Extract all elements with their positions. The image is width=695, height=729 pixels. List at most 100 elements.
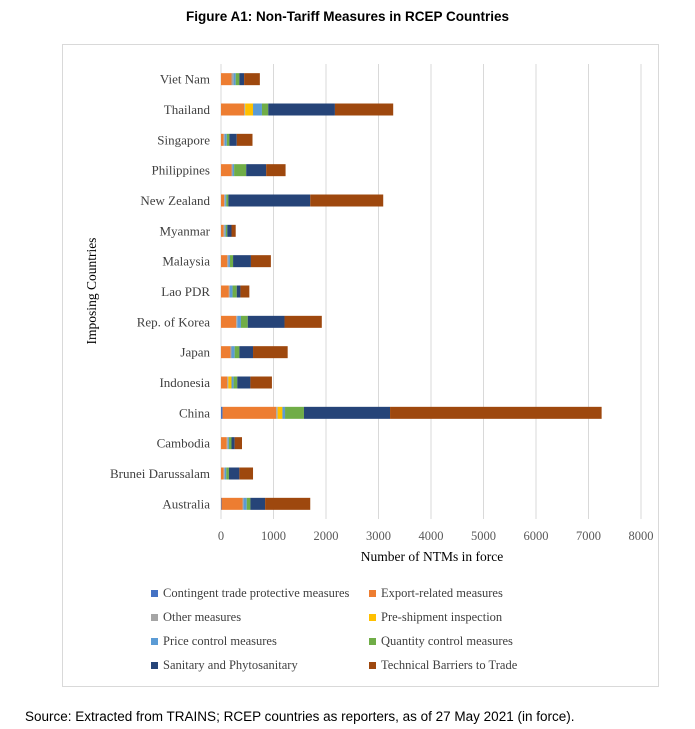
- bar-segment: [228, 437, 232, 450]
- bar-segment: [239, 73, 245, 86]
- legend-label: Technical Barriers to Trade: [381, 658, 518, 672]
- x-tick-label: 2000: [314, 529, 339, 543]
- bar-segment: [224, 194, 226, 207]
- category-label: Philippines: [151, 163, 210, 178]
- legend-swatch: [369, 638, 376, 645]
- bar-segment: [228, 376, 232, 389]
- bar-segment: [232, 285, 237, 298]
- bar-segment: [221, 497, 222, 510]
- x-tick-labels: 0 1000 2000 3000 4000 5000 6000 7000 8000: [218, 529, 654, 543]
- bar-segment: [237, 315, 241, 328]
- category-label: Cambodia: [157, 436, 211, 451]
- bar-segment: [250, 497, 266, 510]
- bar-segment: [277, 406, 283, 419]
- legend-swatch: [151, 638, 158, 645]
- bar-segment: [225, 194, 227, 207]
- bar-segment: [233, 73, 236, 86]
- bar-segment: [228, 467, 240, 480]
- bar-segment: [231, 164, 233, 177]
- bar-segment: [243, 497, 247, 510]
- bar-segment: [226, 467, 229, 480]
- x-tick-label: 5000: [471, 529, 496, 543]
- bar-segment: [221, 315, 237, 328]
- bar-segment: [250, 255, 271, 268]
- bar-segment: [226, 437, 228, 450]
- bar-segment: [221, 194, 225, 207]
- legend-swatch: [369, 590, 376, 597]
- x-tick-label: 1000: [261, 529, 286, 543]
- bar-segment: [231, 224, 236, 237]
- bar-segment: [250, 376, 272, 389]
- bar-segment: [231, 376, 234, 389]
- bar-segment: [221, 103, 245, 116]
- legend-swatch: [151, 614, 158, 621]
- x-tick-label: 6000: [524, 529, 549, 543]
- bar-segment: [244, 103, 246, 116]
- bar-segment: [246, 497, 251, 510]
- bar-segment: [234, 437, 242, 450]
- legend-swatch: [369, 614, 376, 621]
- bar-segment: [221, 224, 224, 237]
- category-label: Japan: [180, 345, 210, 360]
- category-label: China: [179, 405, 210, 420]
- bar-segment: [221, 376, 228, 389]
- legend-item: Technical Barriers to Trade: [369, 658, 517, 673]
- legend-label: Pre-shipment inspection: [381, 610, 503, 624]
- legend-item: Pre-shipment inspection: [369, 610, 502, 625]
- bar-segment: [253, 103, 262, 116]
- bar-segment: [236, 315, 238, 328]
- category-label: Australia: [162, 496, 210, 511]
- x-axis-label: Number of NTMs in force: [361, 549, 503, 564]
- legend-item: Sanitary and Phytosanitary: [151, 658, 298, 673]
- bar-segment: [284, 315, 322, 328]
- bar-segment: [253, 346, 288, 359]
- bar-segment: [225, 224, 228, 237]
- bar-segment: [221, 497, 243, 510]
- bar-segment: [240, 315, 248, 328]
- bar-segment: [222, 406, 277, 419]
- bar-segment: [233, 376, 238, 389]
- bar-segment: [246, 164, 267, 177]
- bar-segment: [227, 376, 229, 389]
- legend-swatch: [369, 662, 376, 669]
- legend-label: Contingent trade protective measures: [163, 586, 350, 600]
- bar-segment: [229, 133, 237, 146]
- bar-segment: [224, 467, 227, 480]
- bar-segment: [226, 133, 230, 146]
- legend-item: Export-related measures: [369, 586, 503, 601]
- bar-segment: [227, 255, 229, 268]
- legend-label: Export-related measures: [381, 586, 503, 600]
- bar-segment: [221, 164, 232, 177]
- category-label: Brunei Darussalam: [110, 466, 210, 481]
- category-label: Thailand: [164, 102, 211, 117]
- bar-segment: [231, 346, 235, 359]
- category-label: New Zealand: [140, 193, 210, 208]
- bar-segment: [235, 73, 240, 86]
- bar-segment: [239, 467, 254, 480]
- bar-segment: [390, 406, 602, 419]
- bar-segment: [229, 285, 233, 298]
- y-axis-label: Imposing Countries: [84, 238, 99, 345]
- bar-segment: [261, 103, 269, 116]
- bar-segment: [234, 164, 247, 177]
- bar-segment: [237, 376, 251, 389]
- legend-item: Price control measures: [151, 634, 277, 649]
- bar-segment: [228, 255, 230, 268]
- bar-segment: [268, 103, 335, 116]
- category-label: Indonesia: [159, 375, 210, 390]
- category-labels: Viet Nam Thailand Singapore Philippines New …: [110, 72, 211, 512]
- bar-segment: [223, 133, 225, 146]
- category-label: Singapore: [157, 132, 210, 147]
- legend-item: Quantity control measures: [369, 634, 513, 649]
- bar-segment: [221, 437, 227, 450]
- bar-segment: [226, 194, 229, 207]
- bar-segment: [282, 406, 286, 419]
- bar-segment: [276, 406, 278, 419]
- category-label: Myanmar: [159, 223, 210, 238]
- legend-label: Quantity control measures: [381, 634, 513, 648]
- bar-segment: [236, 285, 241, 298]
- bar-segment: [221, 346, 231, 359]
- bar-segment: [334, 103, 394, 116]
- bar-segment: [310, 194, 384, 207]
- bar-segment: [224, 133, 227, 146]
